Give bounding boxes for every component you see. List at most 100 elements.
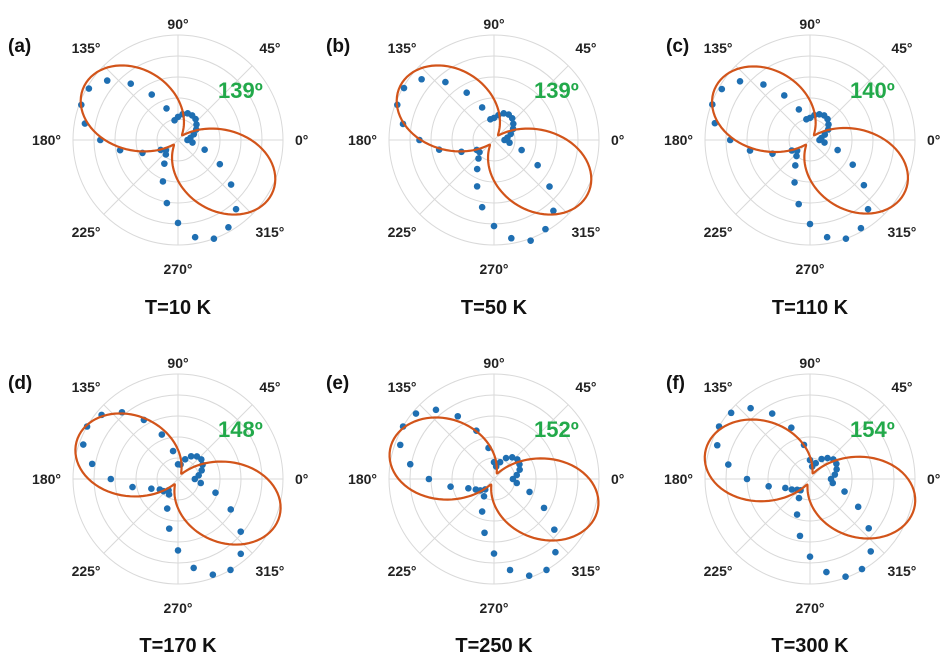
angle-tick-label: 315° (887, 224, 916, 240)
angle-tick-label: 45° (575, 40, 596, 56)
data-point (216, 160, 224, 168)
data-point (162, 151, 170, 158)
fit-curve (79, 64, 277, 216)
data-point (406, 460, 414, 468)
panel-title: T=110 K (772, 297, 849, 319)
data-point (823, 568, 830, 576)
data-point (490, 550, 498, 557)
data-point (849, 161, 857, 168)
data-point (227, 506, 235, 513)
data-point (788, 486, 796, 493)
angle-tick-label: 135° (704, 379, 733, 395)
data-point (736, 77, 744, 85)
data-point (864, 205, 872, 213)
data-point (478, 508, 486, 515)
grid-spoke-45 (809, 65, 885, 141)
fit-angle-annotation: 148º (218, 417, 263, 442)
data-point (718, 85, 726, 93)
panel-title: T=300 K (771, 635, 849, 657)
data-point (161, 160, 168, 167)
data-point (190, 564, 197, 572)
angle-tick-label: 135° (72, 40, 101, 56)
angle-tick-label: 90° (483, 355, 504, 371)
data-point (780, 92, 788, 99)
data-point (793, 511, 801, 518)
grid-spoke-45 (177, 65, 253, 141)
angle-tick-label: 0° (927, 132, 940, 148)
angle-tick-label: 90° (799, 16, 820, 32)
data-point (796, 532, 804, 540)
fit-angle-annotation: 152º (534, 417, 579, 442)
data-point (163, 505, 171, 512)
data-point (816, 111, 823, 118)
data-point (174, 547, 182, 554)
angle-tick-label: 0° (927, 471, 940, 487)
data-point (454, 412, 462, 420)
data-point (79, 441, 87, 448)
data-point (209, 571, 217, 579)
data-point (867, 548, 875, 555)
data-point (506, 139, 513, 147)
grid-spoke-135 (735, 65, 811, 141)
data-point (165, 525, 173, 532)
grid-spoke-45 (177, 404, 253, 480)
polar-panel-3: 0° 45° 90° 135° 180° 225° 270° 315° (c) 140º T=110… (664, 16, 940, 319)
data-point (506, 566, 514, 574)
polar-panel-4: 0° 45° 90° 135° 180° 225° 270° 315° (d) 148º T=170… (8, 355, 308, 657)
data-point (824, 454, 831, 462)
data-point (823, 233, 831, 241)
data-point (107, 475, 115, 483)
data-point (148, 485, 155, 492)
grid-spoke-45 (493, 65, 569, 141)
data-point (831, 471, 839, 478)
data-point (546, 183, 553, 190)
data-point (129, 483, 136, 491)
panel-title: T=250 K (455, 635, 533, 657)
data-point (400, 84, 408, 92)
fit-angle-annotation: 140º (850, 78, 895, 103)
angle-tick-label: 180° (348, 132, 377, 148)
angle-tick-label: 180° (664, 132, 693, 148)
angle-tick-label: 270° (164, 261, 193, 277)
data-point (858, 565, 866, 573)
data-point (865, 524, 873, 532)
data-point (396, 441, 404, 449)
angle-tick-label: 225° (388, 563, 417, 579)
grid-spoke-135 (103, 404, 179, 480)
panel-label: (e) (326, 373, 349, 394)
polar-panel-1: 0° 45° 90° 135° 180° 225° 270° 315° (a) 139º T=10 … (8, 16, 308, 319)
data-point (791, 179, 798, 186)
polar-panel-2: 0° 45° 90° 135° 180° 225° 270° 315° (b) 139º T=50 … (326, 16, 624, 319)
fit-curve (395, 64, 593, 216)
data-point (818, 455, 825, 463)
polar-panel-5: 0° 45° 90° 135° 180° 225° 270° 315° (e) 152º T=250… (326, 355, 624, 657)
polar-panel-6: 0° 45° 90° 135° 180° 225° 270° 315° (f) 154º T=300… (664, 355, 940, 657)
fit-angle-annotation: 139º (534, 78, 579, 103)
data-point (171, 117, 178, 124)
data-point (85, 85, 93, 92)
data-point (768, 410, 776, 417)
data-point (169, 447, 177, 455)
data-point (518, 146, 525, 154)
data-point (534, 161, 541, 169)
panel-label: (a) (8, 36, 31, 57)
angle-tick-label: 90° (167, 355, 188, 371)
data-point (792, 162, 799, 169)
data-point (225, 223, 232, 231)
data-point (487, 116, 494, 123)
panel-title: T=170 K (139, 635, 217, 657)
data-point (127, 80, 135, 87)
data-point (148, 91, 156, 98)
data-point (442, 78, 449, 86)
panel-label: (d) (8, 373, 32, 394)
data-point (765, 482, 772, 490)
angle-tick-label: 180° (348, 471, 377, 487)
angle-tick-label: 45° (259, 379, 280, 395)
angle-tick-label: 225° (72, 563, 101, 579)
data-point (174, 219, 182, 227)
angle-tick-label: 270° (480, 261, 509, 277)
fit-curve (710, 65, 910, 215)
fit-curve (388, 416, 600, 542)
data-point (418, 75, 425, 83)
